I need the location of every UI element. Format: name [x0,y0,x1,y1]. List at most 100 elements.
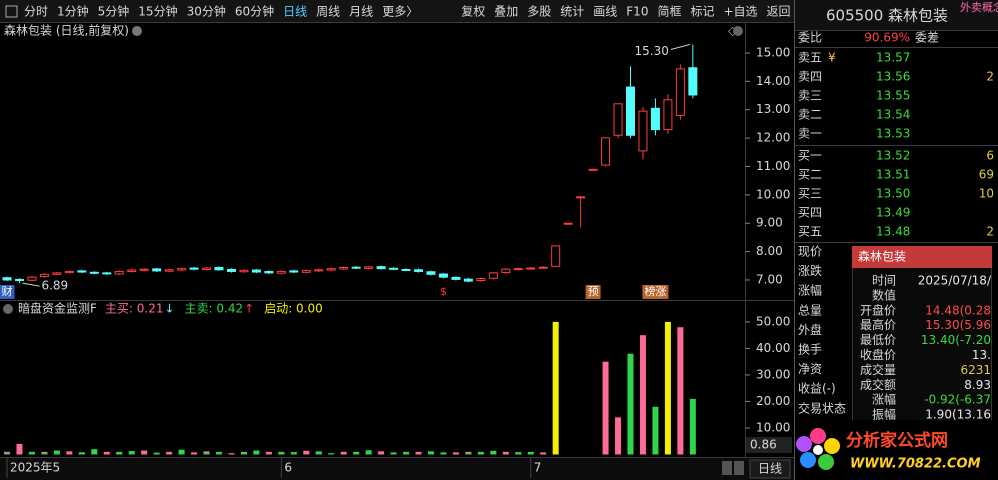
y-tick-label: 9.00 [756,216,783,230]
max-arrow [670,43,690,50]
candle-body [364,266,374,269]
candle-body [301,270,311,273]
bar [116,451,123,455]
event-label[interactable]: 榜涨 [644,284,666,298]
min-arrow [22,282,40,287]
candle-body [463,278,473,282]
event-label[interactable]: 财 [2,284,13,298]
toolbar-button[interactable]: 统计 [560,5,584,19]
bar [328,453,335,455]
toolbar-button[interactable]: 日线 [283,5,307,19]
scroll-right[interactable] [734,461,744,475]
logo: 分析家公式网 WWW.70822.COM [795,420,998,480]
book-price: 13.51 [876,168,910,182]
toolbar-button[interactable]: 多股 [527,5,551,19]
event-box[interactable] [585,285,601,299]
candle-body [339,266,349,270]
y-tick-label: 12.00 [756,131,790,145]
event-box[interactable] [642,285,669,299]
event-label[interactable]: 预 [588,285,599,298]
flower-center [813,445,823,455]
candle-body [451,276,461,280]
book-price: 13.48 [876,225,910,239]
quote-header-bg [795,0,998,30]
book-label: 卖五 [798,51,822,65]
candle-body [389,267,399,270]
toolbar-bg [0,0,794,22]
toolbar-button[interactable]: 画线 [593,5,617,19]
candle-body [64,270,74,274]
bar [627,353,634,455]
popup-value: -0.92(-6.37 [924,393,991,407]
period-button[interactable]: 日线 [758,462,782,476]
event-marker[interactable]: $ [437,285,449,299]
y-tick-label: 20.00 [756,394,790,408]
legend-arrow: ↓ [164,302,174,316]
toolbar-button[interactable]: 60分钟 [235,4,274,19]
bar [128,451,135,455]
toolbar-button[interactable]: 5分钟 [98,4,130,19]
popup-value: 6231 [960,363,991,377]
toolbar-button[interactable]: 复权 [461,5,485,19]
title-icon[interactable] [132,26,142,36]
close-icon[interactable] [733,26,743,36]
event-label[interactable]: $ [440,285,447,298]
bar [178,449,185,455]
indicator-icon[interactable] [3,304,13,314]
toolbar-button[interactable]: +自选 [723,5,757,19]
toolbar-button[interactable]: 更多〉 [382,5,418,19]
quote-field: 交易状态 [798,400,846,415]
candle-body [77,270,87,273]
toolbar-button[interactable]: F10 [626,5,648,19]
event-box[interactable] [0,285,15,299]
bar [540,452,547,455]
candle-body [102,272,112,275]
diamond-icon[interactable]: ◇ [728,24,738,38]
event-marker[interactable]: 财 [0,284,15,299]
event-box[interactable] [437,285,449,299]
candle-body [401,268,411,271]
toolbar-button[interactable]: 月线 [349,5,373,19]
popup-value: 13. [972,348,991,362]
event-marker[interactable]: 预 [585,285,601,299]
book-price: 13.54 [876,108,910,122]
concept-tag[interactable]: 外卖概念 [960,0,998,14]
toolbar-button[interactable]: 简框 [657,5,681,19]
candle-body [414,269,424,272]
candle-body [289,270,299,273]
toolbar-button[interactable]: 分时 [24,5,48,19]
toolbar-button[interactable]: 1分钟 [57,4,89,19]
popup-value: 2025/07/18/ [918,274,992,288]
legend-entry: 主买: 0.21 [105,302,164,316]
quote-field: 总量 [798,303,822,317]
candle-body [613,103,623,136]
y-tick-label: 10.00 [756,187,790,201]
toolbar-button[interactable]: 叠加 [494,5,518,19]
toolbar-button[interactable]: 30分钟 [187,4,226,19]
scroll-left[interactable] [722,461,732,475]
bar [303,450,310,455]
candle-body [264,270,274,274]
event-marker[interactable]: 榜涨 [642,284,669,299]
popup-label: 成交量 [860,362,896,377]
candle-body [601,137,611,166]
toolbar-button[interactable]: 15分钟 [138,4,177,19]
candle-body [476,278,486,282]
candle-body [513,268,523,271]
book-label: 卖一 [798,127,822,141]
y-tick-label: 14.00 [756,74,790,88]
logo-url: WWW.70822.COM [850,457,981,472]
toolbar-button[interactable]: 返回 [767,5,791,19]
period-button-box[interactable] [749,459,791,479]
candle-body [226,268,236,272]
toolbar-button[interactable]: 标记 [690,5,714,19]
bar [552,321,559,455]
bar [203,452,210,455]
toolbar-button[interactable]: 周线 [316,5,340,19]
popup-header [852,246,992,268]
book-volume: 69 [979,168,994,182]
menu-icon[interactable] [5,5,18,18]
logo-title: 分析家公式网 [846,430,948,451]
book-icon: ¥ [828,51,836,65]
